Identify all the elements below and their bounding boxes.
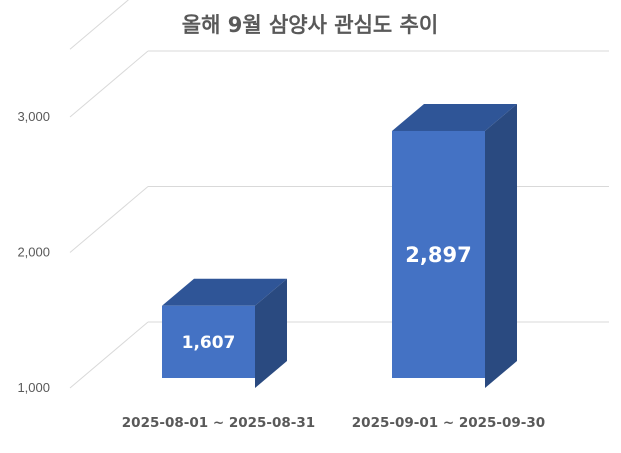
- bar-front-face: [392, 130, 485, 378]
- bar-side-face: [255, 278, 287, 388]
- chart-title: 올해 9월 삼양사 관심도 추이: [182, 13, 438, 37]
- data-label: 2,897: [405, 243, 471, 267]
- x-category-label: 2025-09-01 ~ 2025-09-30: [352, 415, 545, 431]
- y-tick-label: 1,000: [17, 380, 50, 395]
- gridline-diagonal: [69, 186, 149, 253]
- x-category-label: 2025-08-01 ~ 2025-08-31: [122, 415, 315, 431]
- gridline-diagonal: [69, 321, 149, 389]
- bar-2: 2,897: [392, 103, 517, 389]
- bar-top-face: [392, 103, 517, 131]
- y-tick-label: 3,000: [17, 109, 50, 124]
- bar-1: 1,607: [162, 278, 287, 388]
- data-label: 1,607: [182, 333, 236, 353]
- bar-side-face: [485, 103, 517, 389]
- gridline-diagonal: [69, 50, 149, 118]
- y-axis-ticks: 1,000 2,000 3,000: [17, 109, 50, 395]
- bar-front-face: [162, 305, 255, 378]
- y-tick-label: 2,000: [17, 245, 50, 260]
- bar-top-face: [162, 278, 287, 306]
- x-axis-labels: 2025-08-01 ~ 2025-08-31 2025-09-01 ~ 2025…: [122, 415, 545, 431]
- gridline-diagonal: [69, 0, 129, 50]
- gridlines: [69, 0, 609, 389]
- bars: 1,607 2,897: [162, 103, 517, 389]
